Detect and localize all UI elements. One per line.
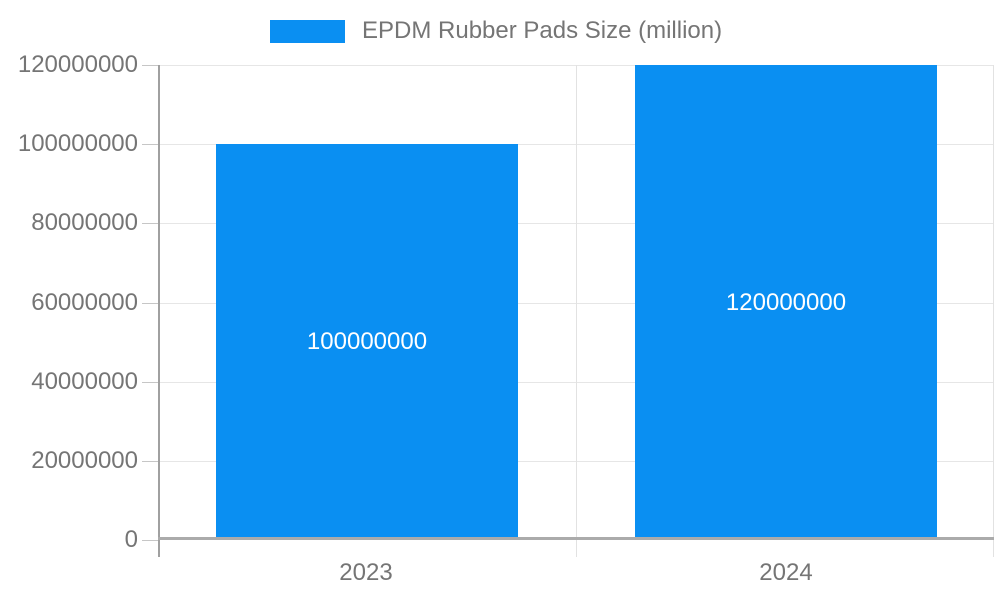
- y-axis-tick-label: 0: [124, 526, 138, 553]
- plot-right-border-line: [993, 65, 994, 557]
- y-axis-tick-mark: [142, 460, 158, 462]
- plot-area: 100000000 120000000: [142, 65, 994, 557]
- x-axis-tick-label: 2024: [759, 559, 813, 586]
- y-axis-tick-mark: [142, 223, 158, 225]
- y-axis-tick-label: 120000000: [17, 51, 138, 78]
- y-axis-tick-label: 100000000: [17, 130, 138, 158]
- y-axis-tick-mark: [142, 540, 158, 541]
- y-axis-tick-mark: [142, 144, 158, 146]
- y-axis-tick-label: 40000000: [31, 367, 138, 395]
- y-axis-tick-mark: [142, 381, 158, 383]
- bar-2023[interactable]: 100000000: [216, 144, 518, 540]
- x-axis-line: [158, 537, 994, 540]
- bar-2024[interactable]: 120000000: [635, 65, 937, 540]
- y-axis-tick-mark: [142, 65, 158, 66]
- legend: EPDM Rubber Pads Size (million): [270, 17, 722, 45]
- y-axis-labels: 0 20000000 40000000 60000000 80000000 1000000…: [0, 51, 138, 553]
- legend-label: EPDM Rubber Pads Size (million): [362, 17, 723, 44]
- y-axis-tick-label: 20000000: [31, 446, 138, 474]
- bar-value-label: 120000000: [725, 288, 847, 316]
- category-divider-line: [576, 65, 577, 557]
- x-axis-tick-label: 2023: [339, 559, 393, 586]
- bar-value-label: 100000000: [306, 328, 428, 356]
- y-axis-tick-label: 60000000: [31, 288, 138, 316]
- y-axis-line: [158, 65, 160, 557]
- y-axis-tick-mark: [142, 302, 158, 304]
- y-axis-tick-label: 80000000: [31, 209, 138, 237]
- legend-swatch-icon: [270, 19, 345, 43]
